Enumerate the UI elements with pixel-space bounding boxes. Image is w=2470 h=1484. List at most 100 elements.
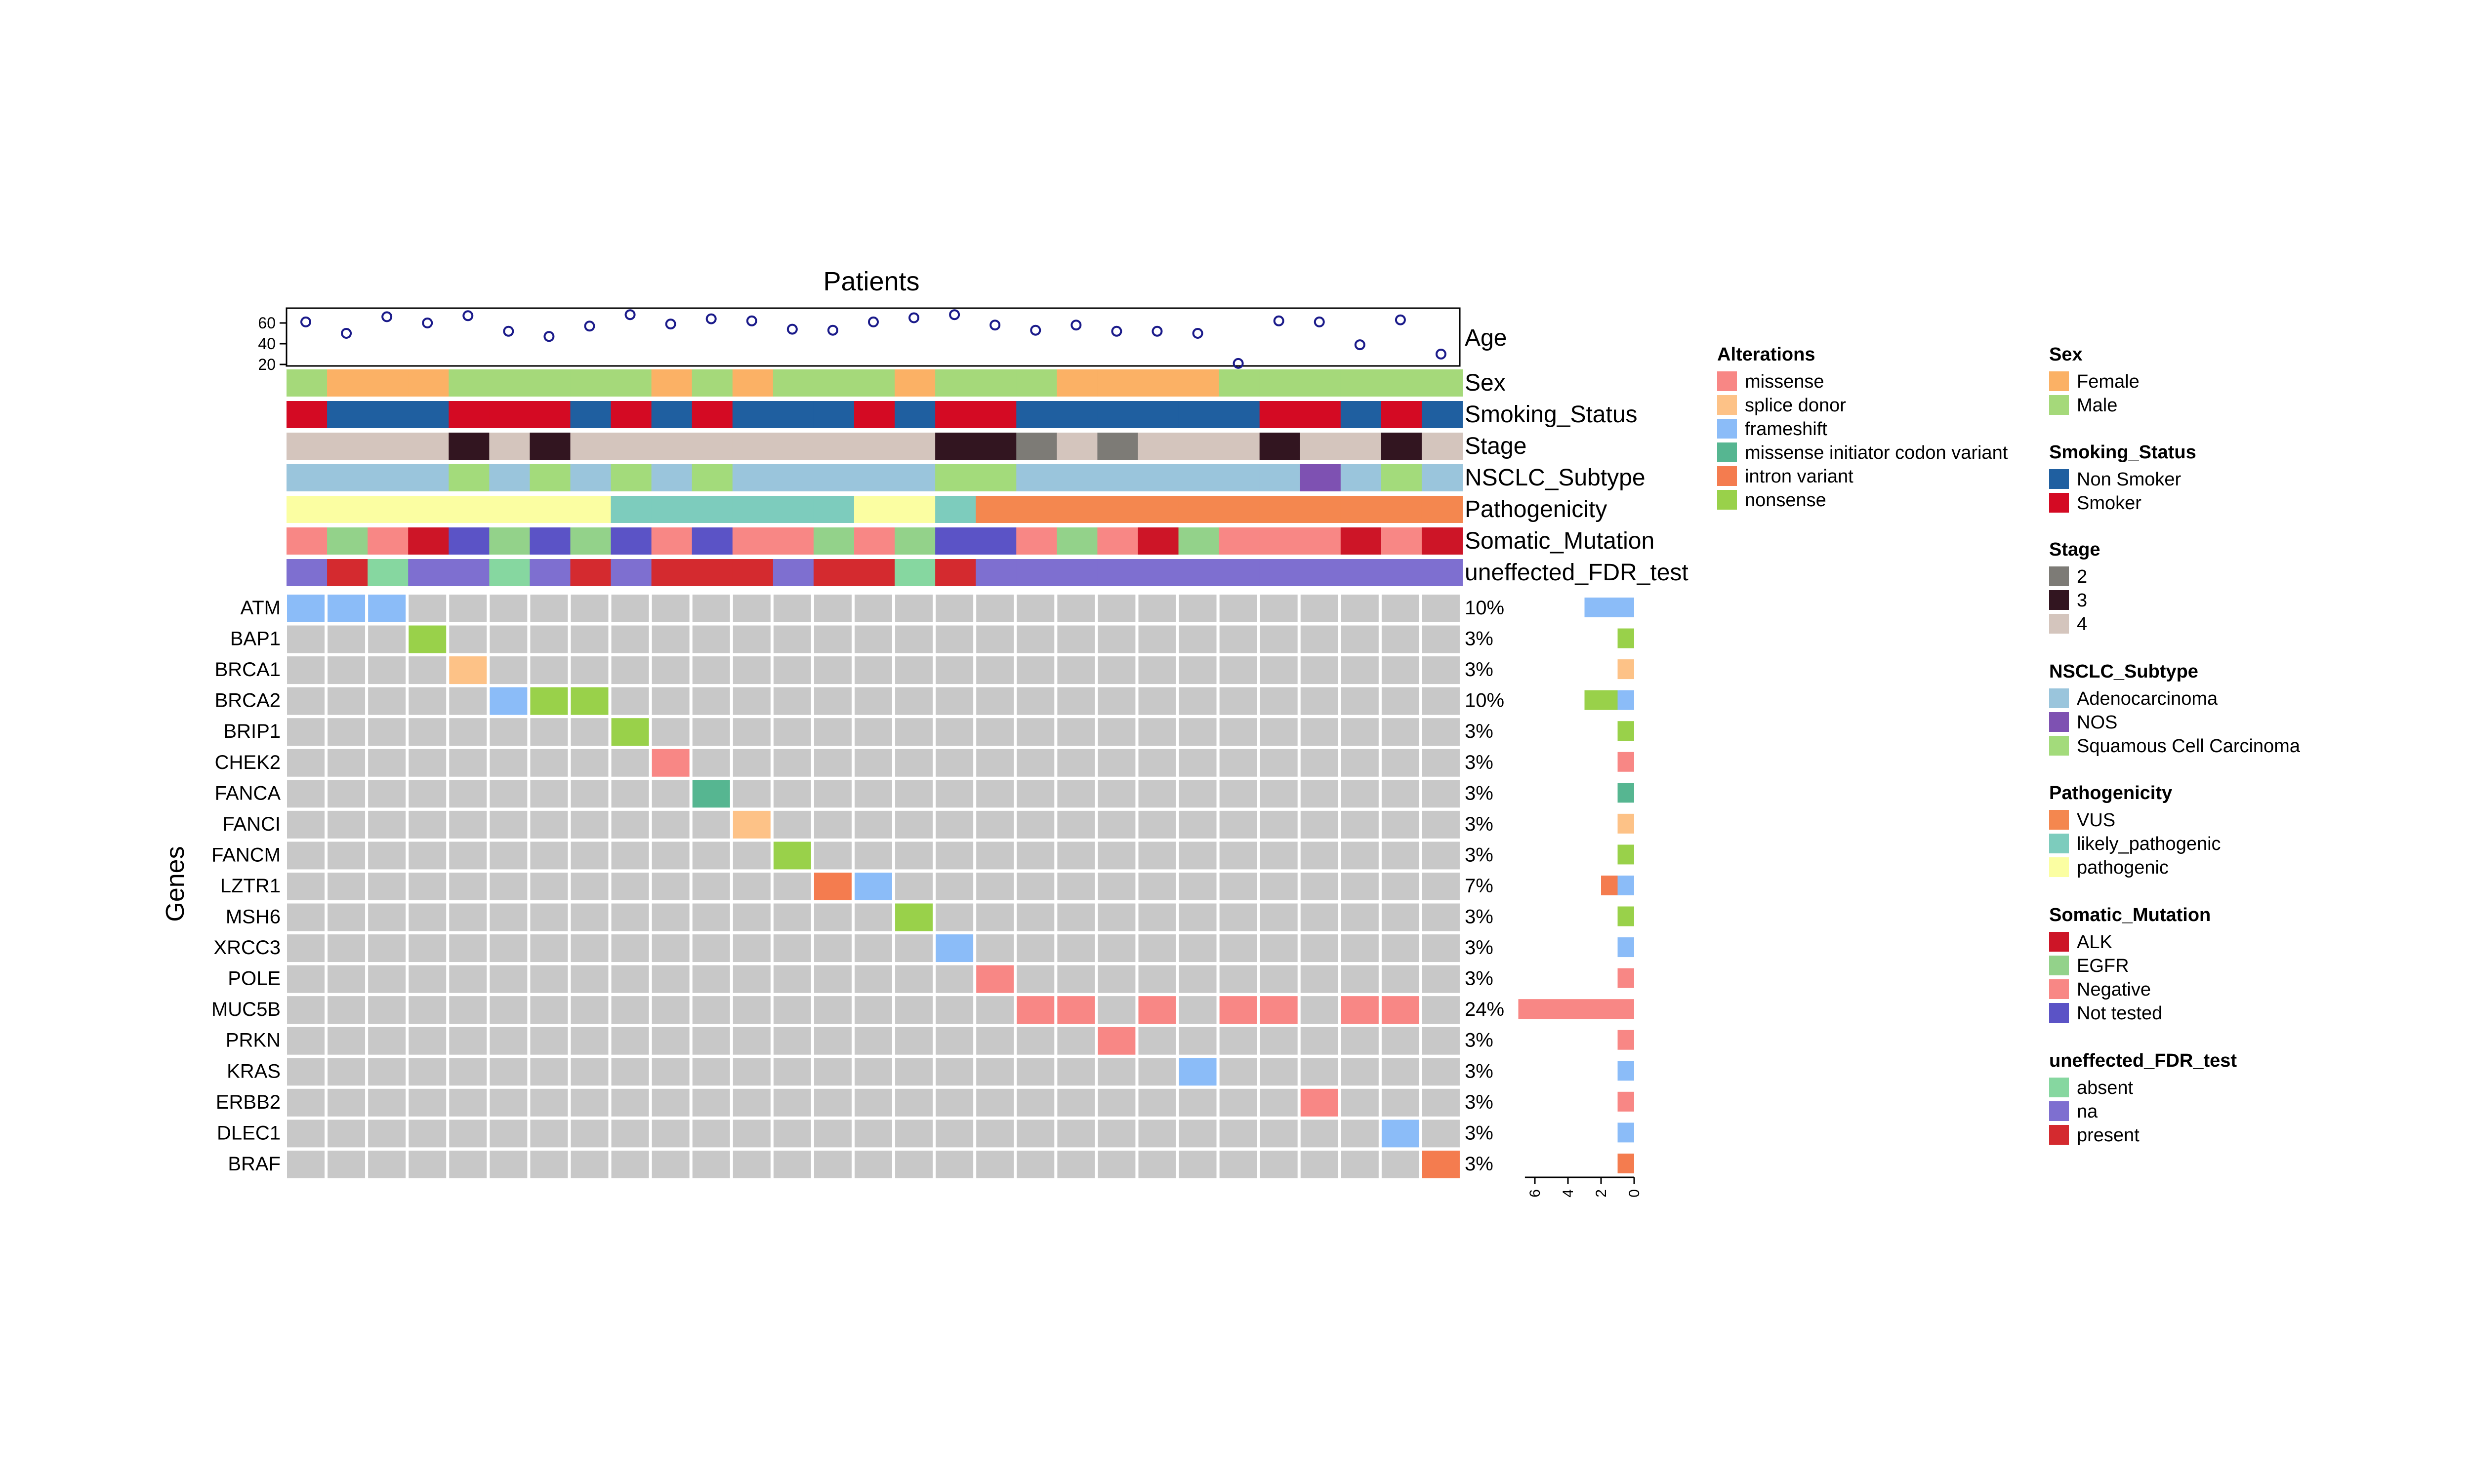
empty-cell xyxy=(1098,595,1136,622)
empty-cell xyxy=(895,1150,933,1178)
empty-cell xyxy=(1300,1120,1338,1148)
gene-label-chek2: CHEK2 xyxy=(215,752,281,773)
empty-cell xyxy=(976,718,1014,746)
age-panel-frame xyxy=(286,307,1461,367)
bar-axis-tick-label: 0 xyxy=(1626,1189,1643,1198)
annotation-cell-pathogenicity xyxy=(1097,496,1139,523)
legend-label: Male xyxy=(2077,395,2117,416)
empty-cell xyxy=(1179,996,1217,1024)
empty-cell xyxy=(814,656,852,684)
empty-cell xyxy=(1219,625,1257,653)
mutation-cell xyxy=(854,872,892,900)
empty-cell xyxy=(733,687,771,715)
empty-cell xyxy=(1057,625,1095,653)
empty-cell xyxy=(1098,1150,1136,1178)
empty-cell xyxy=(409,1027,447,1055)
empty-cell xyxy=(287,903,325,931)
annotation-cell-smoking-status xyxy=(1340,401,1382,428)
annotation-cell-nsclc-subtype xyxy=(1219,464,1260,491)
legend-swatch xyxy=(2049,590,2069,610)
annotation-cell-uneffected-fdr-test xyxy=(813,559,855,586)
empty-cell xyxy=(1017,965,1055,993)
legend-label: missense initiator codon variant xyxy=(1745,442,2008,463)
annotation-cell-nsclc-subtype xyxy=(854,464,896,491)
empty-cell xyxy=(733,872,771,900)
empty-cell xyxy=(692,1150,730,1178)
empty-cell xyxy=(409,903,447,931)
empty-cell xyxy=(449,903,487,931)
empty-cell xyxy=(1098,749,1136,777)
empty-cell xyxy=(611,625,649,653)
empty-cell xyxy=(449,934,487,963)
alteration-count-bar xyxy=(1617,906,1634,926)
annotation-cell-pathogenicity xyxy=(449,496,490,523)
empty-cell xyxy=(1422,810,1460,839)
empty-cell xyxy=(1057,842,1095,870)
empty-cell xyxy=(692,595,730,622)
empty-cell xyxy=(409,965,447,993)
empty-cell xyxy=(854,1027,892,1055)
mutation-cell xyxy=(1219,996,1257,1024)
annotation-cell-stage xyxy=(935,433,977,460)
empty-cell xyxy=(1138,625,1176,653)
empty-cell xyxy=(1138,965,1176,993)
age-point xyxy=(624,309,636,321)
empty-cell xyxy=(1057,810,1095,839)
empty-cell xyxy=(733,842,771,870)
legend-label: absent xyxy=(2077,1078,2134,1098)
empty-cell xyxy=(936,872,974,900)
empty-cell xyxy=(895,1088,933,1117)
annotation-cell-stage xyxy=(813,433,855,460)
mutation-cell xyxy=(287,595,325,622)
legend-title-somatic-mutation: Somatic_Mutation xyxy=(2049,905,2211,925)
empty-cell xyxy=(1341,1088,1379,1117)
empty-cell xyxy=(936,996,974,1024)
legend-label: 4 xyxy=(2077,614,2087,635)
empty-cell xyxy=(854,965,892,993)
empty-cell xyxy=(814,810,852,839)
empty-cell xyxy=(287,965,325,993)
mutation-cell xyxy=(652,749,690,777)
annotation-cell-nsclc-subtype xyxy=(1421,464,1463,491)
empty-cell xyxy=(1017,718,1055,746)
empty-cell xyxy=(530,749,568,777)
age-point xyxy=(705,313,717,324)
annotation-cell-sex xyxy=(368,369,409,397)
empty-cell xyxy=(895,872,933,900)
empty-cell xyxy=(287,1150,325,1178)
annotation-cell-smoking-status xyxy=(1097,401,1139,428)
age-point xyxy=(584,321,595,332)
age-point xyxy=(786,323,798,335)
empty-cell xyxy=(1179,749,1217,777)
empty-cell xyxy=(1098,718,1136,746)
gene-label-prkn: PRKN xyxy=(226,1030,281,1051)
annotation-cell-stage xyxy=(1340,433,1382,460)
annotation-cell-somatic-mutation xyxy=(1421,527,1463,555)
empty-cell xyxy=(530,625,568,653)
empty-cell xyxy=(1300,996,1338,1024)
mutation-cell xyxy=(1098,1027,1136,1055)
gene-label-atm: ATM xyxy=(241,597,281,619)
empty-cell xyxy=(328,903,366,931)
empty-cell xyxy=(1422,872,1460,900)
legend-label: present xyxy=(2077,1125,2140,1146)
annotation-label-somatic-mutation: Somatic_Mutation xyxy=(1465,528,1654,554)
annotation-cell-pathogenicity xyxy=(732,496,774,523)
annotation-cell-somatic-mutation xyxy=(651,527,693,555)
annotation-cell-stage xyxy=(1097,433,1139,460)
empty-cell xyxy=(1179,1088,1217,1117)
annotation-cell-sex xyxy=(813,369,855,397)
empty-cell xyxy=(1057,780,1095,808)
empty-cell xyxy=(1017,780,1055,808)
empty-cell xyxy=(1341,780,1379,808)
empty-cell xyxy=(571,780,609,808)
empty-cell xyxy=(1260,1150,1298,1178)
empty-cell xyxy=(1017,1088,1055,1117)
legend-title-nsclc-subtype: NSCLC_Subtype xyxy=(2049,661,2198,682)
annotation-cell-sex xyxy=(611,369,652,397)
empty-cell xyxy=(1422,1058,1460,1086)
empty-cell xyxy=(1017,595,1055,622)
empty-cell xyxy=(1098,903,1136,931)
empty-cell xyxy=(1138,842,1176,870)
empty-cell xyxy=(652,1088,690,1117)
